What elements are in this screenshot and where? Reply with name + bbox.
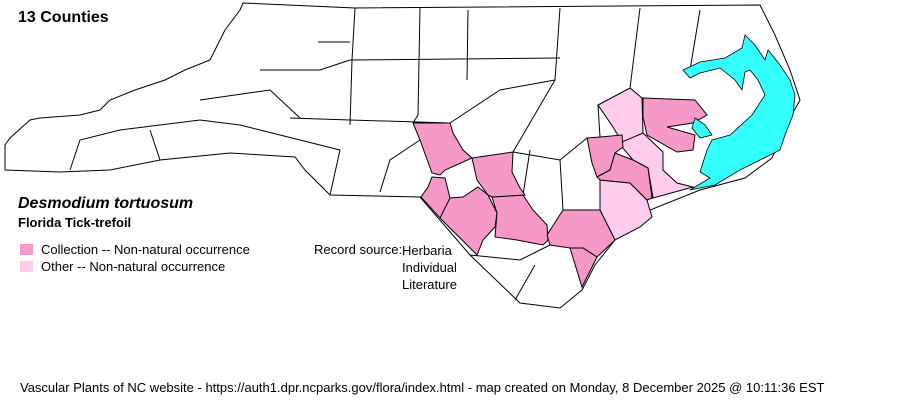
county-collection	[596, 152, 653, 201]
sounds-water	[682, 34, 796, 191]
record-source-values: Herbaria Individual Literature	[402, 242, 457, 293]
legend-item-other: Other -- Non-natural occurrence	[20, 259, 225, 274]
record-source-value: Herbaria	[402, 243, 452, 258]
legend-item-collection: Collection -- Non-natural occurrence	[20, 242, 250, 257]
legend-label: Other -- Non-natural occurrence	[41, 259, 226, 274]
sounds-water-inlet	[691, 117, 713, 139]
footer-credit: Vascular Plants of NC website - https://…	[20, 380, 825, 395]
record-source-value: Individual	[402, 260, 457, 275]
record-source-label: Record source:	[314, 242, 403, 257]
county-lines	[69, 7, 701, 301]
common-name: Florida Tick-trefoil	[18, 215, 132, 230]
county-collection	[569, 247, 598, 289]
county-collection	[491, 194, 549, 246]
legend-label: Collection -- Non-natural occurrence	[41, 242, 250, 257]
county-count: 13 Counties	[18, 9, 109, 26]
scientific-name: Desmodium tortuosum	[18, 195, 194, 212]
county-collection	[471, 151, 526, 198]
record-source-value: Literature	[402, 277, 457, 292]
county-collection	[412, 122, 473, 176]
legend-swatch-collection	[20, 244, 33, 255]
county-collection	[439, 186, 498, 256]
counties-collection	[412, 97, 708, 289]
county-collection	[642, 97, 708, 153]
county-other	[621, 132, 695, 199]
legend-swatch-other	[20, 261, 33, 272]
counties-other	[597, 87, 695, 241]
